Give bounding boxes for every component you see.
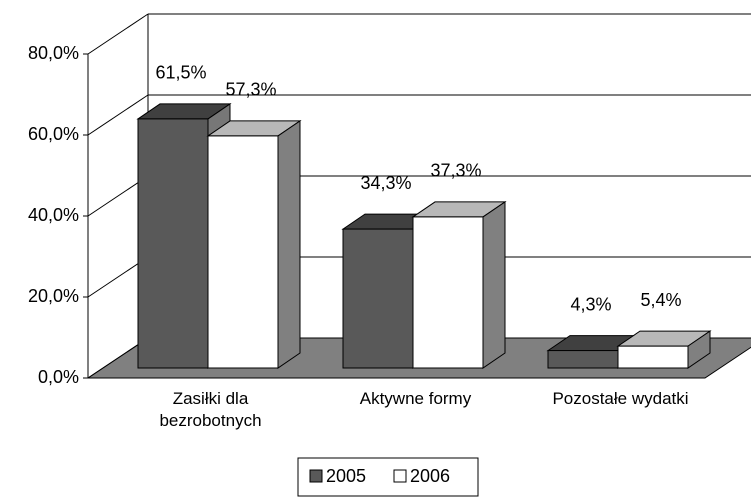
y-tick-label: 80,0%: [28, 43, 79, 63]
bar: [617, 345, 689, 369]
legend-label: 2005: [326, 466, 366, 486]
legend-label: 2006: [410, 466, 450, 486]
grid-line: [87, 94, 149, 136]
legend-swatch: [309, 469, 323, 483]
bar: [137, 118, 209, 369]
x-tick-label: Pozostałe wydatki: [552, 389, 689, 408]
bar-side: [277, 119, 301, 369]
x-tick-label: Aktywne formy: [359, 389, 472, 408]
value-label: 57,3%: [225, 80, 276, 100]
bar: [412, 216, 484, 369]
y-tick-label: 0,0%: [38, 367, 79, 387]
legend-swatch: [393, 469, 407, 483]
value-label: 34,3%: [360, 173, 411, 193]
value-label: 5,4%: [640, 290, 681, 310]
y-tick-label: 60,0%: [28, 124, 79, 144]
bar: [342, 228, 414, 369]
bar: [547, 350, 619, 369]
value-label: 4,3%: [570, 294, 611, 314]
grid-line: [87, 13, 149, 55]
bar-side: [482, 200, 506, 369]
x-tick-label: Zasiłki dla bezrobotnych: [159, 389, 262, 430]
value-label: 61,5%: [155, 63, 206, 83]
legend-box: [297, 457, 479, 497]
y-tick-label: 40,0%: [28, 205, 79, 225]
y-tick-label: 20,0%: [28, 286, 79, 306]
value-label: 37,3%: [430, 161, 481, 181]
bar: [207, 135, 279, 369]
